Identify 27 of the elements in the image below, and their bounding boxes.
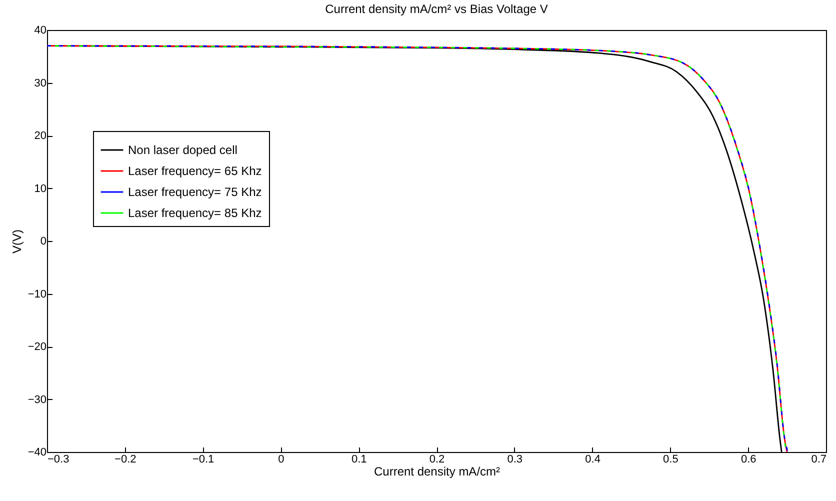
- x-tick-label: −0.3: [48, 454, 70, 466]
- legend-label: Laser frequency= 65 Khz: [128, 164, 262, 178]
- legend-label: Non laser doped cell: [128, 143, 238, 157]
- y-tick-label: −40: [28, 446, 46, 458]
- x-tick-label: 0.7: [811, 454, 826, 466]
- y-tick-label: −10: [28, 288, 46, 300]
- x-tick-label: 0.3: [507, 454, 523, 466]
- y-tick-label: 40: [34, 24, 46, 36]
- y-tick-label: 30: [34, 77, 46, 90]
- y-tick-label: −20: [28, 341, 46, 353]
- x-tick-label: −0.1: [192, 454, 214, 466]
- y-tick-label: −30: [28, 394, 46, 406]
- legend-label: Laser frequency= 85 Khz: [128, 206, 262, 220]
- x-tick-label: 0.2: [429, 454, 445, 466]
- x-tick-label: 0.1: [351, 454, 367, 466]
- y-tick-label: 20: [34, 130, 46, 142]
- x-tick-label: 0: [278, 454, 284, 466]
- x-axis-title: Current density mA/cm²: [374, 464, 500, 478]
- x-tick-label: 0.5: [663, 454, 678, 466]
- x-tick-label: 0.4: [585, 454, 600, 466]
- legend-label: Laser frequency= 75 Khz: [128, 185, 262, 199]
- y-tick-label: 10: [34, 182, 46, 195]
- chart-title: Current density mA/cm² vs Bias Voltage V: [325, 2, 548, 16]
- x-tick-label: −0.2: [114, 454, 136, 466]
- x-tick-label: 0.6: [740, 454, 756, 466]
- y-tick-label: 0: [40, 236, 46, 248]
- y-axis-title: V(V): [10, 229, 24, 254]
